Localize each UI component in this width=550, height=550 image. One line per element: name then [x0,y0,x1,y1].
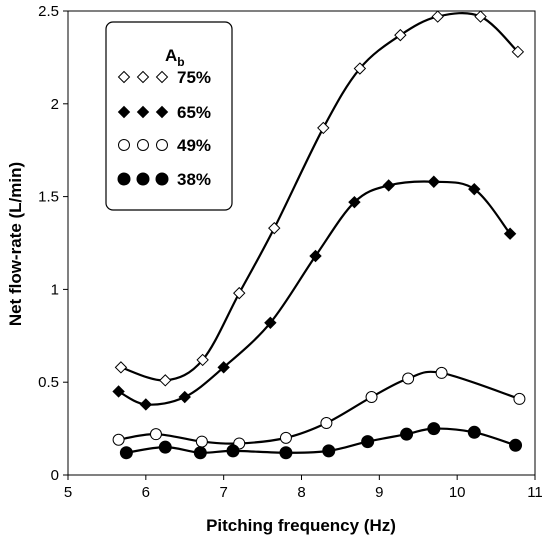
data-point [196,353,209,367]
series-line [126,427,516,454]
x-tick-label: 6 [142,484,150,501]
x-axis-title: Pitching frequency (Hz) [206,516,396,535]
legend-marker [137,139,149,151]
data-point [474,10,487,23]
x-tick-label: 9 [375,484,383,501]
data-point [320,417,333,430]
series-line [118,180,511,406]
data-point [400,427,414,441]
legend-marker [118,139,130,151]
y-axis-title: Net flow-rate (L/min) [6,162,25,326]
legend-marker [155,105,169,119]
data-point [217,361,230,374]
data-point [353,62,367,75]
series-line [120,12,519,382]
data-point [431,10,444,23]
legend-marker [117,70,131,84]
y-tick-label: 1 [51,281,59,298]
data-point [279,431,292,444]
data-point [402,372,415,385]
x-tick-label: 11 [527,484,543,501]
data-point [226,444,240,458]
data-point [178,390,191,404]
data-point [195,435,208,448]
data-point [268,221,281,235]
data-point [427,422,441,436]
data-point [322,444,336,458]
data-point [427,175,441,188]
legend-title-main: A [165,46,177,65]
data-point [348,195,361,209]
legend-marker [136,70,150,84]
legend-marker [136,105,150,119]
y-tick-label: 0 [51,467,59,484]
legend-marker [155,70,169,84]
data-point [511,45,525,59]
legend-marker [117,105,131,119]
legend-title: Ab [165,46,185,69]
data-point [112,385,125,398]
data-point [509,438,523,452]
data-point [468,182,481,196]
y-tick-label: 2.5 [38,3,59,20]
data-point [193,446,207,460]
data-point [139,398,153,411]
y-tick-label: 1.5 [38,189,59,206]
x-tick-label: 10 [449,484,466,501]
data-point [149,428,162,441]
data-point [158,440,172,454]
legend-label: 75% [177,68,211,87]
data-point [435,366,448,379]
y-tick-label: 0.5 [38,374,59,391]
legend-marker [117,172,131,186]
legend: Ab 75% 65% 49% 38% [105,21,233,211]
data-point [467,425,481,439]
data-point [513,392,526,405]
data-point [503,227,517,240]
data-point [382,179,395,192]
data-point [279,446,293,460]
legend-marker [155,172,169,186]
data-point [159,374,172,387]
data-point [394,28,407,42]
series-line [118,370,520,445]
data-point [119,446,133,460]
data-point [114,361,128,374]
legend-label: 49% [177,136,211,155]
x-tick-label: 5 [64,484,72,501]
legend-box [105,21,233,211]
y-tick-label: 2 [51,96,59,113]
x-tick-label: 7 [219,484,227,501]
data-point [317,121,330,135]
data-point [264,316,277,330]
legend-title-sub: b [177,55,184,69]
legend-label: 65% [177,103,211,122]
data-point [309,249,322,263]
data-point [233,286,246,300]
legend-marker [136,172,150,186]
data-point [365,391,378,404]
legend-label: 38% [177,170,211,189]
data-point [112,433,125,446]
legend-marker [156,139,168,151]
x-tick-label: 8 [297,484,305,501]
data-point [361,435,375,449]
